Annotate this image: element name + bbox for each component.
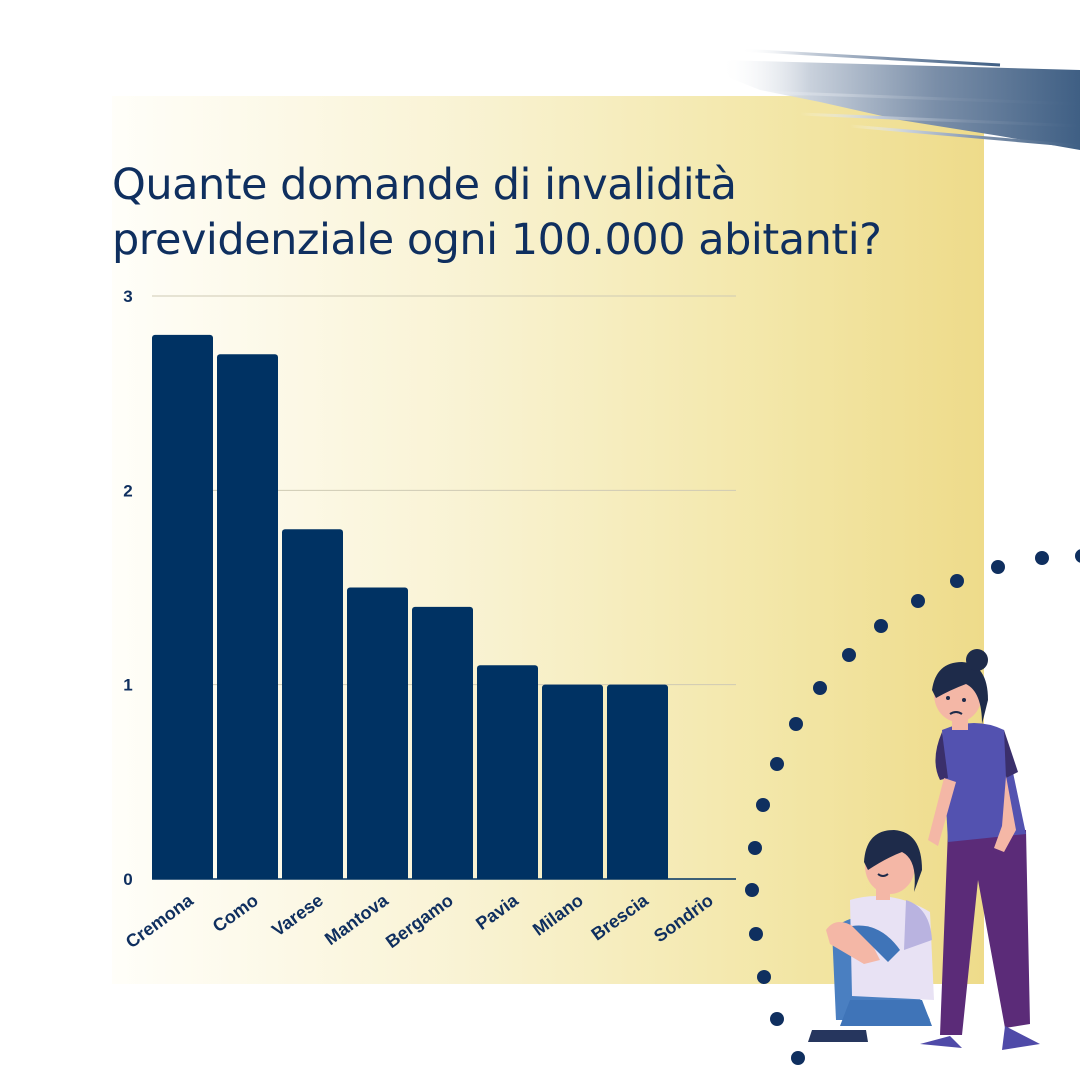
y-tick-label: 3 [123, 287, 132, 306]
bar-base [282, 875, 343, 879]
dotted-arc-decoration [745, 549, 1080, 1065]
chart-title-line-2: previdenziale ogni 100.000 abitanti? [112, 215, 882, 265]
y-tick-label: 1 [123, 676, 132, 695]
bar-base [477, 875, 538, 879]
bar-base [152, 875, 213, 879]
bar [477, 665, 538, 879]
brush-stroke-decoration [720, 48, 1080, 150]
standing-woman-illustration [920, 649, 1040, 1050]
bar-base [542, 875, 603, 879]
bar [347, 587, 408, 879]
bar [542, 684, 603, 879]
sitting-boy-illustration [808, 830, 934, 1042]
bar-base [347, 875, 408, 879]
y-tick-label: 0 [123, 870, 132, 889]
bar [152, 334, 213, 879]
chart-title: Quante domande di invalidità previdenzia… [112, 158, 992, 268]
chart-title-line-1: Quante domande di invalidità [112, 160, 737, 210]
bar [217, 354, 278, 879]
bar-base [412, 875, 473, 879]
bar-base [607, 875, 668, 879]
bar [412, 606, 473, 879]
bar-base [217, 875, 278, 879]
y-tick-label: 2 [123, 481, 132, 500]
bar [282, 529, 343, 879]
bar [607, 684, 668, 879]
